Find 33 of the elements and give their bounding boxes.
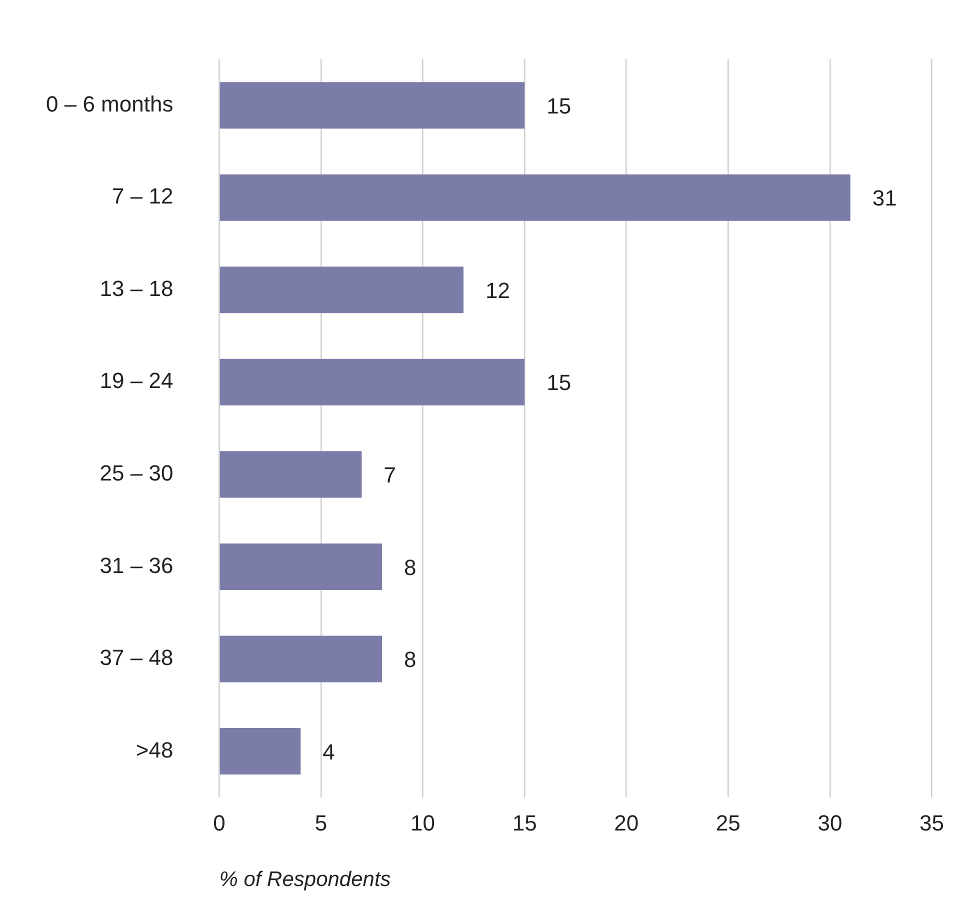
x-tick-label: 5 <box>314 810 328 836</box>
x-tick-label: 35 <box>920 810 944 836</box>
x-tick-label: 30 <box>818 810 842 836</box>
bar <box>220 451 362 498</box>
x-tick-label: 15 <box>512 810 537 836</box>
bar <box>220 728 301 775</box>
bar <box>220 266 464 314</box>
data-label: 15 <box>546 370 572 396</box>
data-label: 31 <box>872 186 897 211</box>
bar <box>220 174 850 221</box>
y-tick-label: 13 – 18 <box>100 276 174 301</box>
x-axis-title: % of Respondents <box>219 868 392 892</box>
y-tick-label: 25 – 30 <box>100 460 174 486</box>
bar <box>220 82 525 129</box>
y-tick-label: >48 <box>136 737 174 762</box>
y-tick-label: 7 – 12 <box>112 184 174 209</box>
y-tick-label: 19 – 24 <box>100 368 174 394</box>
y-tick-label: 31 – 36 <box>100 552 174 578</box>
data-label: 4 <box>322 739 335 764</box>
data-label: 8 <box>404 554 416 580</box>
bar <box>220 636 382 682</box>
x-tick-label: 10 <box>410 810 436 836</box>
x-tick-label: 0 <box>213 810 226 836</box>
bar <box>220 543 382 590</box>
y-tick-label: 0 – 6 months <box>46 91 174 116</box>
y-tick-label: 37 – 48 <box>100 645 174 670</box>
data-label: 7 <box>384 462 396 488</box>
x-tick-label: 20 <box>614 810 639 836</box>
data-label: 8 <box>404 647 416 672</box>
x-tick-label: 25 <box>716 810 740 836</box>
data-label: 15 <box>546 93 572 118</box>
bar <box>220 358 525 406</box>
data-label: 12 <box>486 278 510 303</box>
